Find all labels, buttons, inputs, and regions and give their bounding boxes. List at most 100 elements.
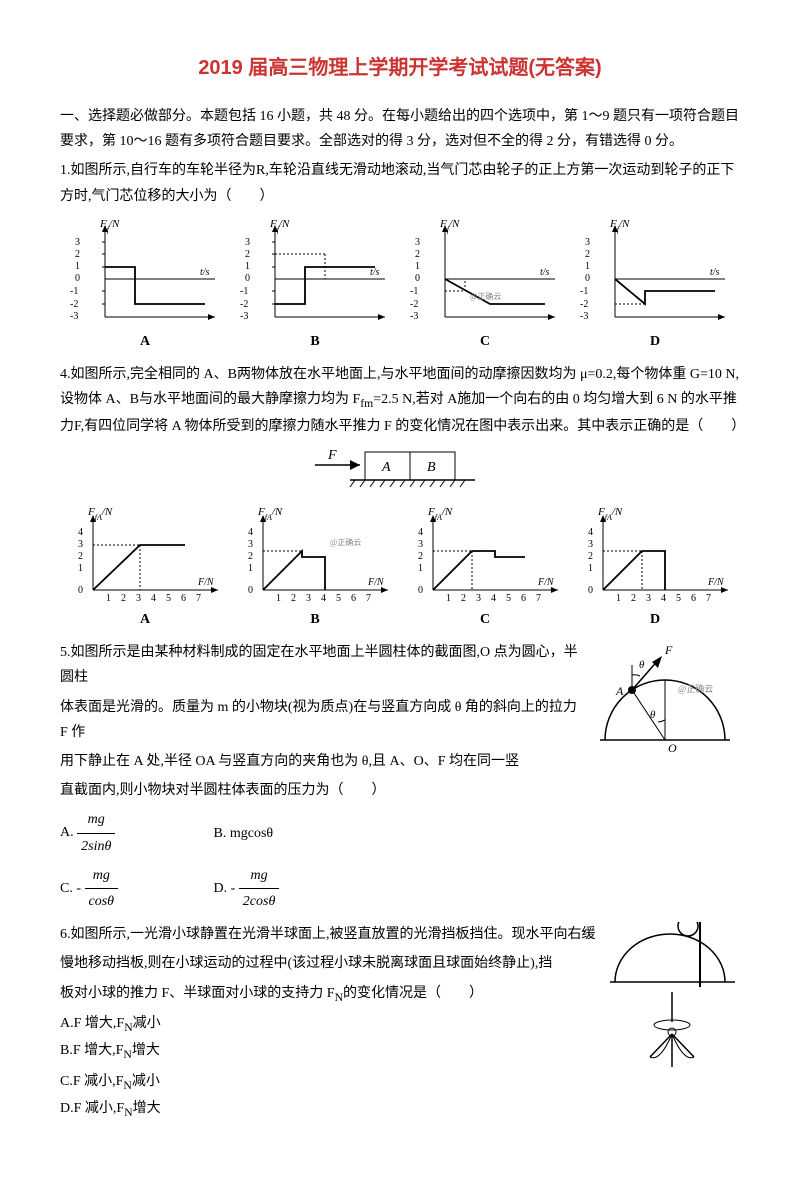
svg-text:0: 0 — [585, 273, 590, 284]
question-5-block: F θ A θ O @正确云 5.如图所示是由某种材料制成的固定在水平地面上半圆… — [60, 640, 740, 918]
svg-text:1: 1 — [585, 261, 590, 272]
svg-text:2: 2 — [461, 593, 466, 604]
q5-opt-C: C. - mgcosθ — [60, 863, 210, 914]
opt-C-den: cosθ — [85, 889, 119, 914]
graph-2-A: FfA/N 43 210 1234567 F/N A — [60, 505, 230, 632]
svg-text:1: 1 — [106, 593, 111, 604]
fig-label-B: B — [230, 329, 400, 354]
question-6-block: 6.如图所示,一光滑小球静置在光滑半球面上,被竖直放置的光滑挡板挡住。现水平向右… — [60, 922, 740, 1126]
q4-text-a: 4.如图所示,完全相同的 A、B两物体放在水平地面上,与水平地面间的动摩擦因数均… — [60, 367, 576, 382]
svg-text:F: F — [327, 448, 337, 463]
svg-text:2: 2 — [631, 593, 636, 604]
q6-text-c: 板对小球的推力 F、半球面对小球的支持力 F — [60, 986, 335, 1001]
fig2-label-A: A — [60, 607, 230, 632]
page-title: 2019 届高三物理上学期开学考试试题(无答案) — [60, 50, 740, 86]
graph-row-2: FfA/N 43 210 1234567 F/N A FfA/N 43 210 … — [60, 505, 740, 632]
force-box-diagram: F A B — [300, 447, 500, 497]
q6B-2: 增大 — [132, 1043, 160, 1058]
svg-text:2: 2 — [588, 551, 593, 562]
q6-opt-A: A.F 增大,FN减小 — [60, 1011, 350, 1038]
svg-text:Ff/N: Ff/N — [609, 218, 630, 234]
svg-text:0: 0 — [415, 273, 420, 284]
opt-D-num: mg — [239, 863, 280, 889]
q6C-sub: N — [123, 1079, 131, 1092]
svg-text:1: 1 — [588, 563, 593, 574]
svg-text:F/N: F/N — [197, 577, 215, 588]
svg-text:2: 2 — [585, 249, 590, 260]
svg-text:6: 6 — [521, 593, 526, 604]
svg-text:F: F — [664, 643, 673, 657]
svg-text:3: 3 — [248, 539, 253, 550]
svg-text:-1: -1 — [70, 286, 78, 297]
graph-2-C: FfA/N 43 210 1234567 F/N C — [400, 505, 570, 632]
svg-text:-1: -1 — [240, 286, 248, 297]
svg-text:1: 1 — [616, 593, 621, 604]
svg-text:2: 2 — [418, 551, 423, 562]
svg-text:A: A — [615, 684, 624, 698]
q6A-sub: N — [124, 1021, 132, 1034]
graph-1-C: Ff/N 3 2 1 0 -1 -2 -3 t/s @正确云 C — [400, 217, 570, 354]
svg-text:-2: -2 — [580, 299, 588, 310]
q6-text-c2: 的变化情况是（ ） — [343, 986, 483, 1001]
opt-B-text: mgcosθ — [230, 826, 273, 841]
graph-2-B: FfA/N 43 210 1234567 F/N @正确云 B — [230, 505, 400, 632]
svg-text:0: 0 — [75, 273, 80, 284]
q6-options-row2: C.F 减小,FN减小 D.F 减小,FN增大 — [60, 1069, 740, 1123]
svg-text:1: 1 — [276, 593, 281, 604]
q6B-sub: N — [123, 1048, 131, 1061]
svg-text:θ: θ — [650, 709, 656, 721]
svg-text:1: 1 — [415, 261, 420, 272]
svg-text:B: B — [427, 460, 436, 475]
fig-label-D: D — [570, 329, 740, 354]
svg-text:-3: -3 — [410, 311, 418, 322]
svg-text:2: 2 — [78, 551, 83, 562]
q6D-sub: N — [124, 1106, 132, 1119]
svg-text:@正确云: @正确云 — [678, 683, 713, 694]
q6B-1: B.F 增大,F — [60, 1043, 123, 1058]
svg-text:3: 3 — [646, 593, 651, 604]
q5-opt-A: A. mg2sinθ — [60, 807, 210, 858]
fig2-label-C: C — [400, 607, 570, 632]
q6A-1: A.F 增大,F — [60, 1016, 124, 1031]
svg-text:3: 3 — [588, 539, 593, 550]
svg-text:1: 1 — [245, 261, 250, 272]
svg-text:4: 4 — [321, 593, 326, 604]
q6-opt-B: B.F 增大,FN增大 — [60, 1038, 350, 1065]
q5-options-row2: C. - mgcosθ D. - mg2cosθ — [60, 863, 740, 914]
svg-text:@正确云: @正确云 — [470, 291, 501, 301]
svg-text:4: 4 — [248, 527, 253, 538]
svg-text:F/N: F/N — [537, 577, 555, 588]
svg-text:2: 2 — [121, 593, 126, 604]
q5-options-row1: A. mg2sinθ B. mgcosθ — [60, 807, 740, 858]
svg-text:θ: θ — [639, 659, 645, 671]
opt-D-letter: D. — [214, 881, 228, 896]
svg-text:1: 1 — [446, 593, 451, 604]
svg-text:3: 3 — [78, 539, 83, 550]
graph-2-D: FfA/N 43 210 1234567 F/N D — [570, 505, 740, 632]
svg-text:F/N: F/N — [367, 577, 385, 588]
q6C-2: 减小 — [132, 1074, 160, 1089]
q6-opt-D: D.F 减小,FN增大 — [60, 1096, 350, 1123]
svg-text:0: 0 — [418, 585, 423, 596]
svg-text:FfA/N: FfA/N — [427, 506, 453, 522]
q6-sub: N — [335, 990, 343, 1003]
svg-text:4: 4 — [661, 593, 666, 604]
q6D-2: 增大 — [133, 1101, 161, 1116]
question-4: 4.如图所示,完全相同的 A、B两物体放在水平地面上,与水平地面间的动摩擦因数均… — [60, 362, 740, 439]
q5-opt-D: D. - mg2cosθ — [214, 863, 364, 914]
svg-text:1: 1 — [248, 563, 253, 574]
q6C-1: C.F 减小,F — [60, 1074, 123, 1089]
svg-text:2: 2 — [291, 593, 296, 604]
svg-text:4: 4 — [588, 527, 593, 538]
graph-1-D: Ff/N 3 2 1 0 -1 -2 -3 t/s D — [570, 217, 740, 354]
svg-text:5: 5 — [676, 593, 681, 604]
svg-text:6: 6 — [181, 593, 186, 604]
svg-text:Ff/N: Ff/N — [439, 218, 460, 234]
svg-text:7: 7 — [196, 593, 201, 604]
svg-text:5: 5 — [506, 593, 511, 604]
svg-text:7: 7 — [366, 593, 371, 604]
svg-text:2: 2 — [75, 249, 80, 260]
svg-text:FfA/N: FfA/N — [257, 506, 283, 522]
svg-text:6: 6 — [691, 593, 696, 604]
svg-text:4: 4 — [418, 527, 423, 538]
